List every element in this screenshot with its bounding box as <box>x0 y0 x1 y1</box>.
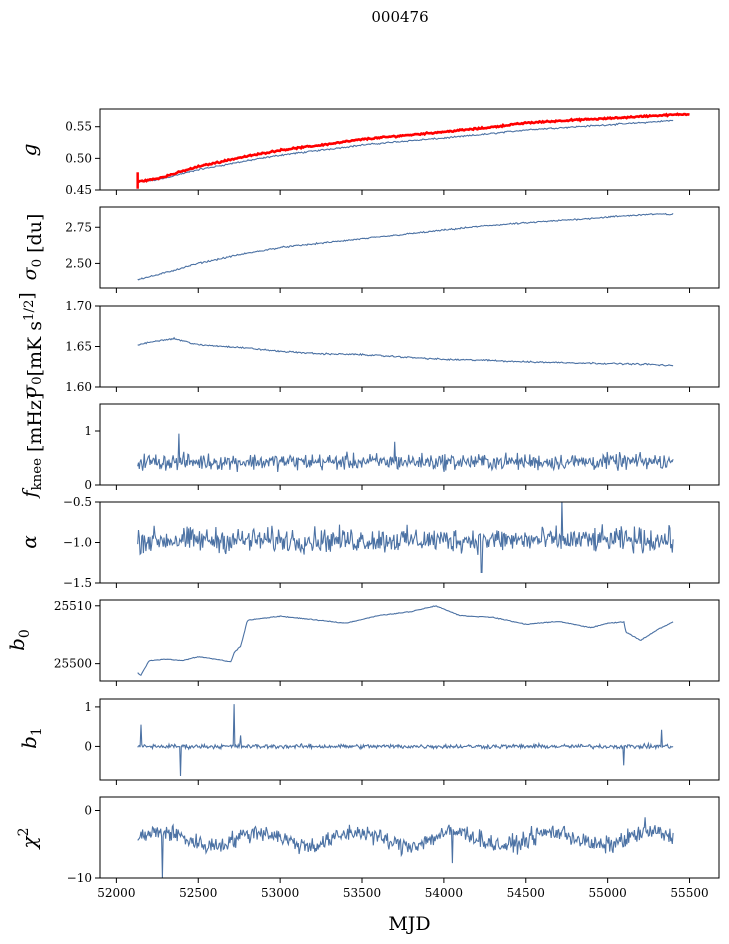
y-axis-label: σ0 [du] <box>19 214 46 281</box>
y-axis-label: σ0[mK s1/2] <box>16 292 46 398</box>
y-tick-label: 0 <box>84 478 92 492</box>
y-tick-label: 0 <box>84 739 92 753</box>
panel-frame <box>99 206 720 289</box>
panel-5: −1.5 −1.0 −0.5 α <box>17 495 720 590</box>
y-tick-label: −10 <box>67 871 92 885</box>
panel-6: 25500 25510 b0 <box>5 599 720 686</box>
y-tick-label: 1.70 <box>65 299 92 313</box>
y-axis-label: α <box>17 535 41 549</box>
y-tick-label: −1.5 <box>63 576 92 590</box>
series-line <box>137 433 674 473</box>
series-line <box>137 704 674 777</box>
y-tick-label: 0 <box>84 804 92 818</box>
y-axis-label: b0 <box>5 629 33 651</box>
x-tick-label: 55000 <box>589 886 627 900</box>
x-axis-label: MJD <box>388 913 430 935</box>
y-axis-label: b1 <box>17 727 45 749</box>
panel-frame <box>99 796 720 879</box>
panel-3: 1.60 1.65 1.70 σ0[mK s1/2] <box>16 292 720 398</box>
panel-frame <box>99 108 720 191</box>
y-tick-label: 0.50 <box>65 151 92 165</box>
y-tick-label: 2.75 <box>65 220 92 234</box>
panel-frame <box>99 599 720 682</box>
y-tick-label: 1 <box>84 424 92 438</box>
y-tick-label: 1.60 <box>65 380 92 394</box>
y-tick-label: 0.45 <box>65 183 92 197</box>
y-tick-label: −0.5 <box>63 495 92 509</box>
y-tick-label: 2.50 <box>65 256 92 270</box>
y-axis-label: fknee [mHz] <box>19 393 46 500</box>
y-axis-label: χ2 <box>16 827 41 850</box>
series-line <box>137 605 674 677</box>
panel-frame <box>99 305 720 388</box>
panel-4: 0 1 fknee [mHz] <box>19 393 720 500</box>
y-tick-label: 1.65 <box>65 340 92 354</box>
x-tick-label: 53000 <box>261 886 299 900</box>
y-tick-label: 0.55 <box>65 120 92 134</box>
panel-2: 2.50 2.75 σ0 [du] <box>19 206 720 293</box>
panel-frame <box>99 698 720 781</box>
x-tick-label: 55500 <box>670 886 708 900</box>
series-line-reference <box>137 112 690 183</box>
panel-8: −10 0 52000 52500 53000 53500 54000 54500 55000 5… <box>16 796 720 900</box>
x-tick-label: 54500 <box>507 886 545 900</box>
panel-7: 0 1 b1 <box>17 698 720 785</box>
y-tick-label: 25500 <box>54 657 92 671</box>
y-tick-label: 25510 <box>54 599 92 613</box>
x-tick-label: 52000 <box>97 886 135 900</box>
figure-title: 000476 <box>371 8 429 26</box>
series-line <box>137 502 674 574</box>
series-line <box>137 119 674 183</box>
panel-frame <box>99 403 720 486</box>
panel-1: 0.45 0.50 0.55 g <box>17 108 720 197</box>
series-line <box>137 212 674 281</box>
x-tick-label: 54000 <box>425 886 463 900</box>
series-line <box>137 336 674 367</box>
y-tick-label: −1.0 <box>63 536 92 550</box>
x-tick-label: 52500 <box>179 886 217 900</box>
series-line <box>137 817 674 878</box>
y-axis-label: g <box>17 144 41 157</box>
y-tick-label: 1 <box>84 700 92 714</box>
x-tick-label: 53500 <box>343 886 381 900</box>
